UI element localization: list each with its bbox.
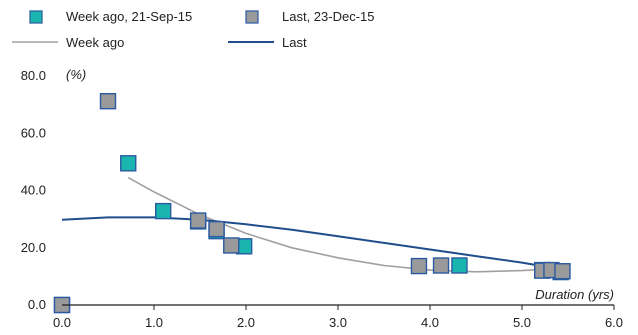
- legend-label-last: Last: [282, 35, 307, 50]
- x-tick-label: 5.0: [513, 315, 531, 330]
- x-tick-label: 2.0: [237, 315, 255, 330]
- y-tick-label: 40.0: [21, 183, 46, 198]
- y-tick-label: 80.0: [21, 68, 46, 83]
- legend-swatch-week-ago-21-sep-15: [29, 10, 43, 24]
- legend-label-week-ago: Week ago: [66, 35, 124, 50]
- series-line-last: [61, 216, 559, 270]
- series-line-week-ago: [127, 176, 559, 273]
- marker-last-23-dec-15: [554, 263, 571, 280]
- marker-last-23-dec-15: [410, 257, 428, 275]
- y-tick-label: 0.0: [28, 297, 46, 312]
- x-axis-ticks: 0.0 1.0 2.0 3.0 4.0 5.0 6.0: [53, 305, 623, 330]
- y-tick-label: 20.0: [21, 240, 46, 255]
- x-tick-label: 4.0: [421, 315, 439, 330]
- marker-last-23-dec-15: [432, 257, 450, 274]
- marker-last-23-dec-15: [99, 92, 117, 110]
- marker-last-23-dec-15: [223, 237, 240, 254]
- marker-last-23-dec-15: [208, 220, 225, 238]
- legend-label-last-23-dec-15: Last, 23-Dec-15: [282, 9, 375, 24]
- marker-week-ago-21-sep-15: [120, 155, 137, 172]
- legend: Week ago, 21-Sep-15 Last, 23-Dec-15 Week a…: [12, 9, 375, 50]
- x-tick-label: 0.0: [53, 315, 71, 330]
- x-tick-label: 1.0: [145, 315, 163, 330]
- x-axis-label: Duration (yrs): [535, 287, 614, 302]
- x-tick-label: 3.0: [329, 315, 347, 330]
- x-tick-label: 6.0: [605, 315, 623, 330]
- y-axis-ticks: 0.0 20.0 40.0 60.0 80.0: [21, 68, 46, 312]
- y-tick-label: 60.0: [21, 125, 46, 140]
- series-lines: [61, 176, 559, 273]
- marker-week-ago-21-sep-15: [451, 257, 468, 274]
- marker-last-23-dec-15: [189, 212, 207, 229]
- legend-label-week-ago-21-sep-15: Week ago, 21-Sep-15: [66, 9, 192, 24]
- marker-week-ago-21-sep-15: [154, 202, 172, 220]
- legend-swatch-last-23-dec-15: [245, 10, 259, 24]
- y-axis-label: (%): [66, 67, 86, 82]
- series-markers: [53, 92, 571, 314]
